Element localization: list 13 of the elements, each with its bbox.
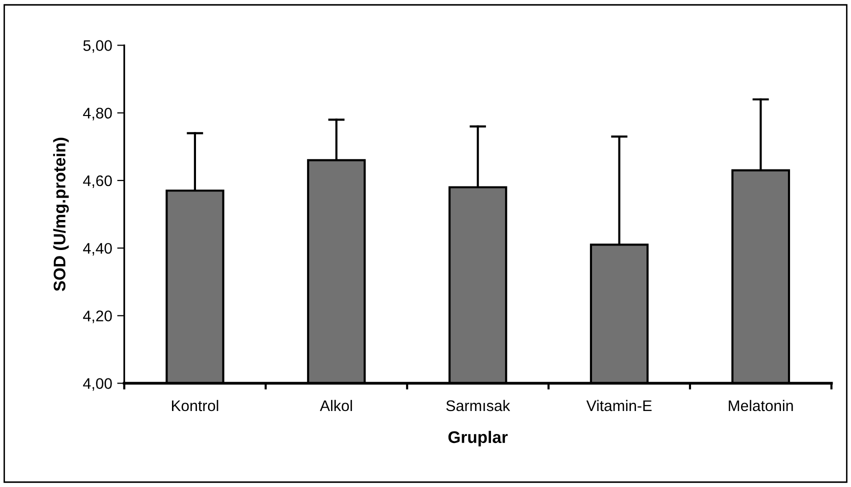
y-tick-label: 4,20 [83,310,112,324]
x-tick-label: Alkol [320,400,352,412]
x-tick-label: Melatonin [728,400,793,412]
y-tick-label: 5,00 [83,40,112,53]
y-tick-label: 4,80 [83,108,112,120]
y-tick-label: 4,40 [83,242,112,256]
x-axis-title: Gruplar [448,430,508,446]
y-tick-label: 4,60 [83,175,112,188]
x-tick-label: Sarmısak [446,400,510,412]
y-tick-label: 4,00 [83,378,112,391]
y-axis-title: SOD (U/mg.protein) [53,138,69,292]
x-tick-label: Vitamin-E [586,400,652,412]
x-tick-label: Kontrol [172,400,218,412]
